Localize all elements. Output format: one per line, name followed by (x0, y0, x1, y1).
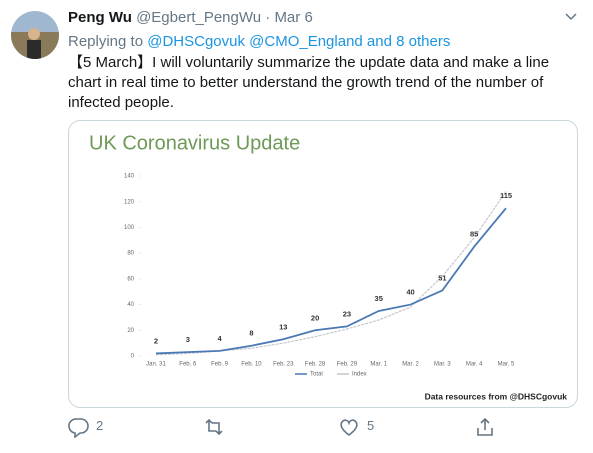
data-label: 51 (438, 273, 446, 282)
data-label: 23 (343, 309, 351, 318)
y-tick-label: 40 (127, 302, 134, 308)
chart-title: UK Coronavirus Update (89, 132, 300, 154)
data-label: 85 (470, 230, 478, 239)
y-tick-label: 80 (127, 251, 134, 257)
data-label: 13 (279, 322, 287, 331)
like-icon[interactable] (338, 416, 360, 438)
x-tick-label: Mar. 4 (466, 362, 483, 368)
reply-count: 2 (96, 418, 104, 433)
data-label: 20 (311, 313, 319, 322)
data-label: 4 (218, 334, 223, 343)
x-tick-label: Feb. 23 (273, 362, 294, 368)
avatar[interactable] (10, 10, 60, 60)
x-tick-label: Mar. 2 (402, 362, 419, 368)
data-label: 115 (500, 191, 512, 200)
x-tick-label: Feb. 10 (241, 362, 262, 368)
x-tick-label: Jan. 31 (146, 362, 166, 368)
retweet-icon[interactable] (202, 416, 226, 438)
tweet-text: 【5 March】I will voluntarily summarize th… (68, 54, 550, 111)
chart-source: Data resources from @DHSCgovuk (425, 391, 568, 401)
reply-icon[interactable] (68, 416, 90, 438)
y-tick-label: 140 (124, 174, 135, 180)
user-name[interactable]: Peng Wu (68, 9, 132, 26)
x-tick-label: Mar. 5 (498, 362, 515, 368)
media-card[interactable]: UK Coronavirus Update Data resources fro… (68, 120, 578, 408)
replying-to[interactable]: @DHSCgovuk @CMO_England and 8 others (147, 33, 451, 50)
legend-label: Index (352, 372, 367, 378)
y-tick-label: 20 (127, 328, 134, 334)
x-tick-label: Feb. 6 (179, 362, 197, 368)
data-label: 3 (186, 335, 190, 344)
y-tick-label: 100 (124, 225, 135, 231)
tweet-header: Peng Wu @Egbert_PengWu · Mar 6 (68, 9, 313, 26)
menu-caret[interactable] (564, 12, 578, 22)
x-tick-label: Feb. 9 (211, 362, 229, 368)
data-label: 2 (154, 336, 158, 345)
chart: UK Coronavirus Update Data resources fro… (89, 132, 568, 401)
x-tick-label: Mar. 1 (370, 362, 387, 368)
data-label: 35 (375, 294, 383, 303)
user-handle[interactable]: @Egbert_PengWu (136, 9, 262, 26)
separator: · (265, 9, 271, 26)
replying-line: Replying to @DHSCgovuk @CMO_England and … (68, 33, 450, 50)
y-tick-label: 120 (124, 199, 135, 205)
data-label: 8 (249, 329, 253, 338)
tweet-date[interactable]: Mar 6 (274, 9, 313, 26)
x-tick-label: Feb. 29 (337, 362, 358, 368)
replying-label: Replying to (68, 33, 144, 50)
series-line (155, 207, 507, 355)
y-tick-label: 0 (131, 354, 135, 360)
share-icon[interactable] (474, 416, 496, 438)
like-count: 5 (367, 418, 375, 433)
data-label: 40 (406, 288, 414, 297)
legend-label: Total (310, 372, 323, 378)
y-tick-label: 60 (127, 276, 134, 282)
x-tick-label: Mar. 3 (434, 362, 451, 368)
x-tick-label: Feb. 28 (305, 362, 326, 368)
series-line (155, 191, 507, 356)
